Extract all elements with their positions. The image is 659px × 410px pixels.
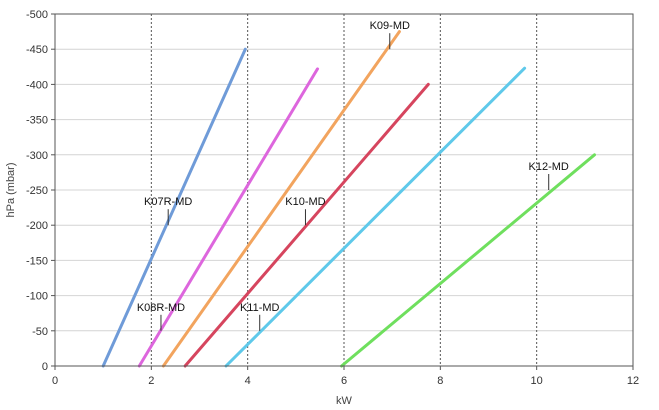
y-tick-label: -100 (26, 291, 48, 303)
x-tick-label: 2 (148, 375, 154, 387)
y-tick-label: -150 (26, 255, 48, 267)
x-tick-label: 12 (627, 375, 639, 387)
y-tick-label: -400 (26, 79, 48, 91)
series-label: K12-MD (529, 161, 569, 173)
y-tick-label: -500 (26, 9, 48, 21)
x-tick-label: 4 (245, 375, 251, 387)
y-axis-label: hPa (mbar) (5, 162, 17, 217)
x-tick-label: 10 (531, 375, 543, 387)
series-label: K08R-MD (137, 302, 185, 314)
x-tick-label: 0 (52, 375, 58, 387)
y-tick-label: -450 (26, 44, 48, 56)
y-tick-label: -50 (32, 326, 48, 338)
y-tick-label: -250 (26, 185, 48, 197)
x-tick-label: 6 (341, 375, 347, 387)
y-tick-label: -300 (26, 150, 48, 162)
series-label: K11-MD (240, 302, 280, 314)
series-label: K07R-MD (144, 196, 192, 208)
y-tick-label: 0 (42, 361, 48, 373)
y-tick-label: -350 (26, 115, 48, 127)
y-tick-label: -200 (26, 220, 48, 232)
series-label: K09-MD (370, 20, 410, 32)
series-label: K10-MD (285, 196, 325, 208)
x-tick-label: 8 (437, 375, 443, 387)
x-axis-label: kW (336, 395, 353, 407)
